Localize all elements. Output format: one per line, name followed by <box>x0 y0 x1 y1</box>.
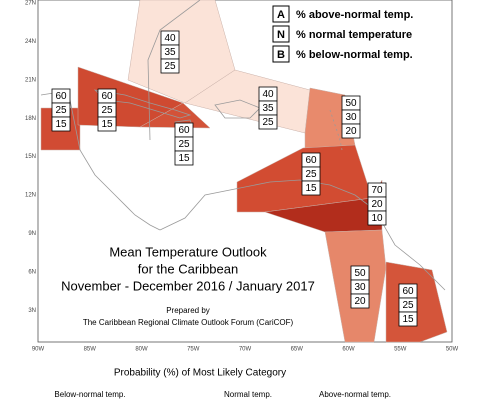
prob-value: 25 <box>178 139 190 150</box>
prepared-by: Prepared by <box>166 306 210 315</box>
lat-label: 24N <box>25 39 36 45</box>
lon-label: 75W <box>187 347 200 353</box>
footer-heading: Probability (%) of Most Likely Category <box>114 368 286 379</box>
legend-text: % above-normal temp. <box>296 9 413 21</box>
lon-label: 65W <box>291 347 304 353</box>
prob-value: 50 <box>345 98 357 109</box>
coast <box>147 0 201 141</box>
prob-box <box>398 311 418 327</box>
prob-value: 15 <box>402 314 414 325</box>
lon-label: 50W <box>446 347 459 353</box>
prob-box <box>51 116 71 132</box>
prob-box <box>301 180 321 196</box>
prob-value: 30 <box>354 282 366 293</box>
prob-value: 50 <box>354 268 366 279</box>
footer-category: Below-normal temp. <box>54 390 125 399</box>
prob-box <box>97 116 117 132</box>
prob-value: 60 <box>305 155 317 166</box>
legend-text: % normal temperature <box>296 29 412 41</box>
prob-value: 60 <box>402 286 414 297</box>
legend-text: % below-normal temp. <box>296 49 413 61</box>
prob-value: 15 <box>55 119 67 130</box>
prob-value: 60 <box>55 91 67 102</box>
prob-value: 60 <box>178 125 190 136</box>
prob-value: 60 <box>101 91 113 102</box>
prob-box <box>258 114 278 130</box>
coast <box>214 99 261 119</box>
coast <box>93 89 192 119</box>
prob-value: 25 <box>164 61 176 72</box>
prob-value: 20 <box>354 296 366 307</box>
caption-line: Mean Temperature Outlook <box>109 244 267 259</box>
caption-line: November - December 2016 / January 2017 <box>61 278 315 293</box>
prob-value: 70 <box>371 185 383 196</box>
prob-value: 25 <box>402 300 414 311</box>
lat-label: 9N <box>28 231 36 237</box>
lon-label: 85W <box>84 347 97 353</box>
legend-key <box>272 45 290 63</box>
prob-value: 40 <box>262 89 274 100</box>
lat-label: 21N <box>25 77 36 83</box>
footer-category: Normal temp. <box>224 390 272 399</box>
prob-value: 20 <box>345 126 357 137</box>
caption-line: for the Caribbean <box>138 261 238 276</box>
lat-label: 6N <box>28 269 36 275</box>
prob-value: 15 <box>178 153 190 164</box>
prob-value: 10 <box>371 213 383 224</box>
prob-value: 25 <box>262 117 274 128</box>
lat-label: 15N <box>25 154 36 160</box>
prob-box <box>160 58 180 74</box>
lat-label: 18N <box>25 116 36 122</box>
coast <box>329 109 343 151</box>
prob-box <box>341 123 361 139</box>
prob-value: 15 <box>305 183 317 194</box>
legend-letter: B <box>277 49 285 61</box>
lat-label: 3N <box>28 308 36 314</box>
lat-label: 27N <box>25 1 36 7</box>
legend-letter: A <box>277 9 285 21</box>
footer-category: Above-normal temp. <box>319 390 391 399</box>
lon-label: 70W <box>239 347 252 353</box>
prob-box <box>174 150 194 166</box>
prob-value: 25 <box>101 105 113 116</box>
legend-letter: N <box>277 29 285 41</box>
prob-value: 30 <box>345 112 357 123</box>
legend-key <box>272 25 290 43</box>
forum: The Caribbean Regional Climate Outlook F… <box>83 318 294 327</box>
lon-label: 80W <box>135 347 148 353</box>
prob-box <box>367 210 387 226</box>
lat-label: 12N <box>25 193 36 199</box>
legend-key <box>272 5 290 23</box>
lon-label: 90W <box>32 347 45 353</box>
lon-label: 55W <box>394 347 407 353</box>
lon-label: 60W <box>342 347 355 353</box>
prob-box <box>350 293 370 309</box>
prob-value: 40 <box>164 33 176 44</box>
prob-value: 35 <box>164 47 176 58</box>
prob-value: 15 <box>101 119 113 130</box>
prob-value: 25 <box>305 169 317 180</box>
prob-value: 20 <box>371 199 383 210</box>
prob-value: 25 <box>55 105 67 116</box>
prob-value: 35 <box>262 103 274 114</box>
